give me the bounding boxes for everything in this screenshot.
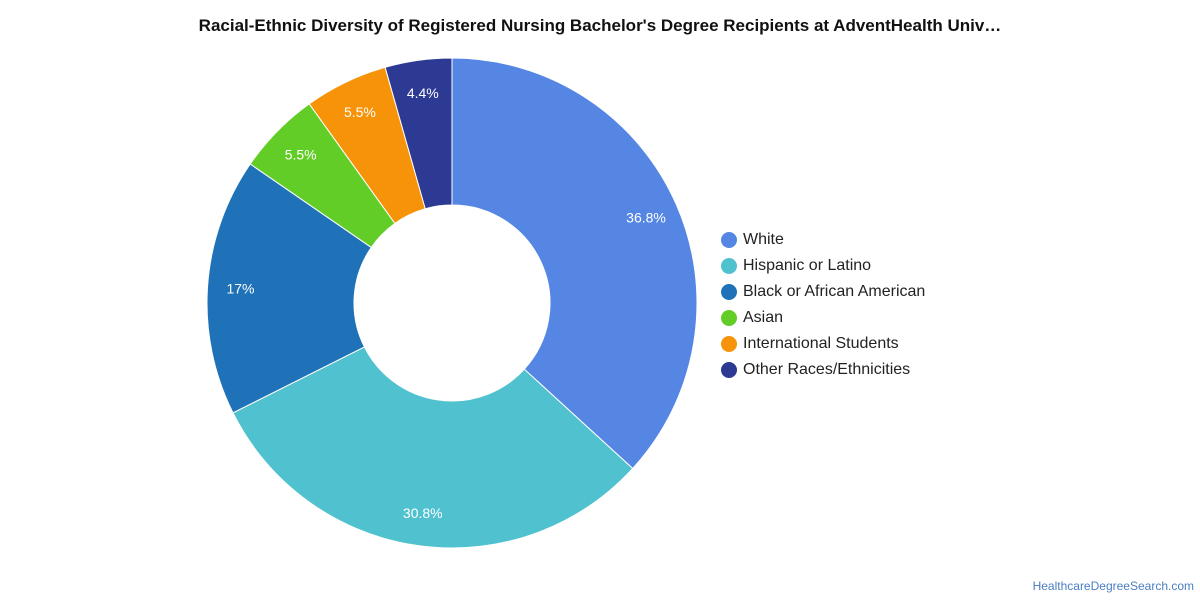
labels-group: 36.8% 30.8% 17% 5.5% 5.5% 4.4% — [226, 85, 665, 521]
legend-label: Other Races/Ethnicities — [743, 361, 911, 378]
slice-label: 4.4% — [407, 85, 439, 101]
legend-marker-icon — [721, 258, 737, 274]
legend-label: Hispanic or Latino — [743, 257, 872, 274]
legend-label: International Students — [743, 335, 899, 352]
legend-marker-icon — [721, 284, 737, 300]
legend-marker-icon — [721, 310, 737, 326]
legend-item[interactable]: Black or African American — [721, 279, 925, 305]
slice-white[interactable] — [451, 57, 698, 470]
slice-label: 36.8% — [626, 210, 666, 226]
legend-marker-icon — [721, 232, 737, 248]
legend-marker-icon — [721, 362, 737, 378]
slice-label: 17% — [226, 280, 254, 296]
legend-item[interactable]: Asian — [721, 305, 925, 331]
legend-label: White — [743, 231, 784, 248]
legend-item[interactable]: White — [721, 227, 925, 253]
legend: White Hispanic or Latino Black or African … — [721, 227, 925, 383]
slice-hispanic-or-latino[interactable] — [232, 346, 634, 549]
legend-label: Asian — [743, 309, 784, 326]
slice-other-races-ethnicities[interactable] — [384, 57, 453, 210]
slices-group — [206, 57, 698, 549]
slice-label: 5.5% — [285, 147, 317, 163]
legend-item[interactable]: Other Races/Ethnicities — [721, 357, 925, 383]
legend-marker-icon — [721, 336, 737, 352]
legend-label: Black or African American — [743, 283, 926, 300]
legend-item[interactable]: Hispanic or Latino — [721, 253, 925, 279]
legend-item[interactable]: International Students — [721, 331, 925, 357]
source-link[interactable]: HealthcareDegreeSearch.com — [1032, 579, 1194, 593]
chart-title: Racial-Ethnic Diversity of Registered Nu… — [198, 16, 1002, 35]
slice-label: 30.8% — [403, 505, 443, 521]
slice-black-or-african-american[interactable] — [206, 163, 372, 414]
slice-label: 5.5% — [344, 104, 376, 120]
